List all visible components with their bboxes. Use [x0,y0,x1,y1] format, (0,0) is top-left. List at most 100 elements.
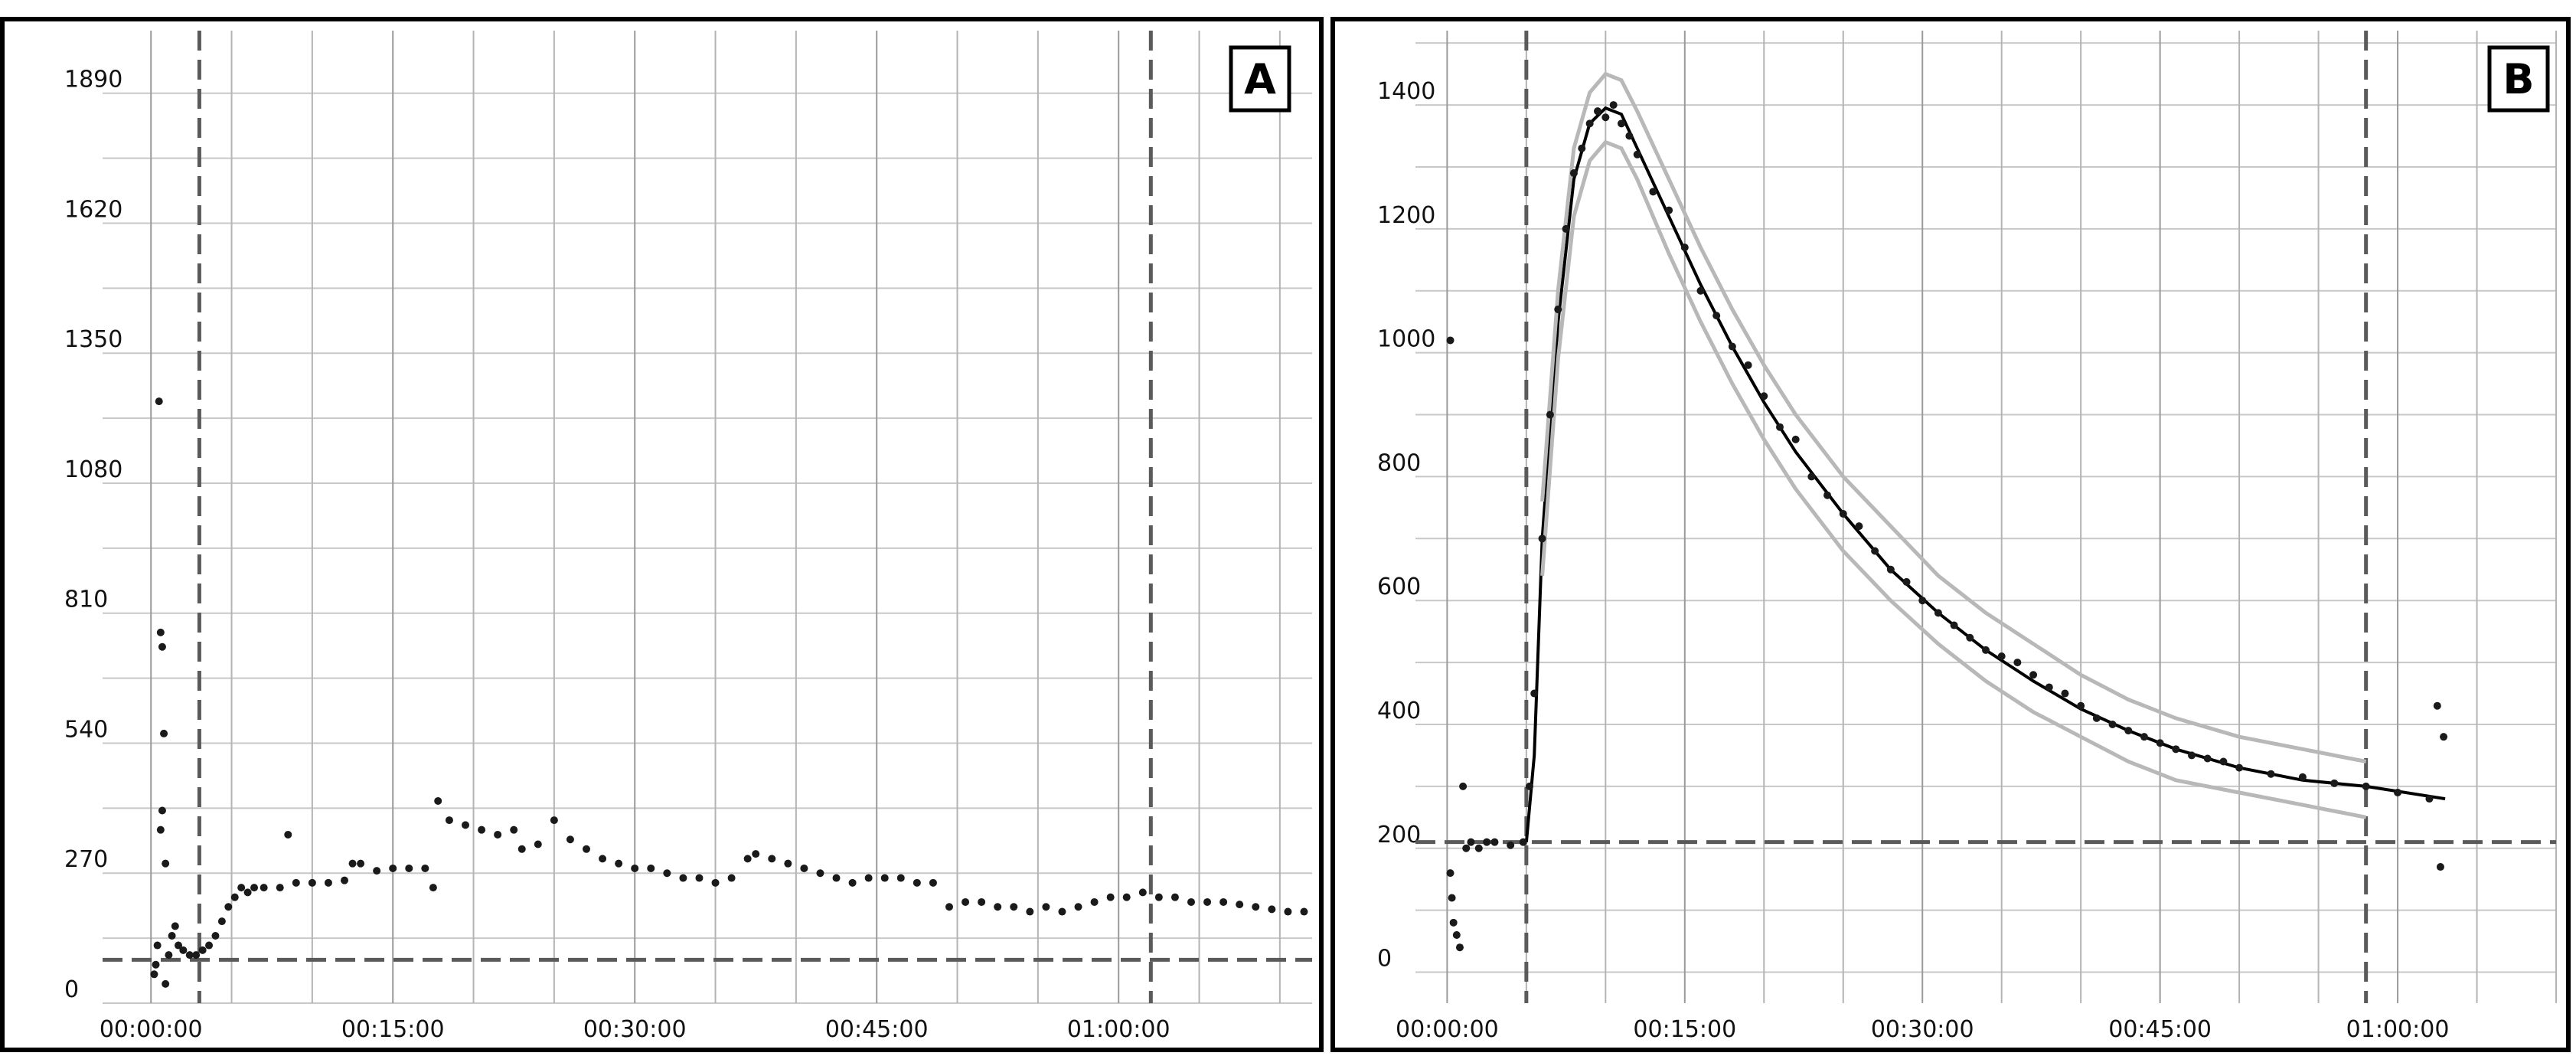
chart-a-point [160,729,168,737]
chart-a-point [1042,903,1050,911]
chart-b-point [2061,689,2069,698]
chart-b-point [1446,869,1455,878]
chart-a-point [478,826,486,834]
chart-a-point [679,874,687,882]
chart-a-y-tick: 1620 [64,196,122,223]
chart-a-point [224,903,233,911]
chart-a-point [1122,893,1131,901]
chart-b-point [1680,244,1689,252]
chart-b-point [1519,838,1527,846]
chart-b-point [1578,144,1586,152]
chart-a-point [880,874,889,882]
chart-b-point [1609,101,1618,110]
chart-a-point [800,864,808,872]
chart-b-point [1546,410,1554,419]
chart-a-point [929,878,937,887]
chart-a-point [205,941,214,950]
chart-a-point [308,878,316,887]
chart-a-point [405,864,413,872]
chart-b-point [1760,392,1768,400]
chart-a-point [1074,903,1082,911]
chart-b-y-tick: 600 [1377,574,1421,600]
chart-b-point [1855,522,1863,531]
chart-panel-a: 0 270 540 810 1080 1350 1620 1890 00:00:00 00:15:… [0,17,1324,1052]
chart-b-point [1530,689,1539,698]
chart-a-point [237,884,246,892]
chart-b-upper-band-line [1540,71,2367,763]
chart-b-point [2013,659,2022,667]
chart-a-point [534,840,542,848]
chart-b-label-box [2487,45,2550,113]
chart-a-point [727,874,736,882]
chart-a-point [162,979,170,988]
chart-b-point [2330,779,2339,787]
chart-a-point [1170,893,1179,901]
chart-a-point [1010,903,1018,911]
chart-a-point [896,874,905,882]
chart-b-point [2203,754,2212,763]
chart-b-point [1474,844,1483,852]
chart-a-point [175,941,183,950]
chart-b-point [2436,863,2444,871]
chart-b-point [1997,652,2006,661]
chart-a-point [348,859,357,868]
chart-a-point [230,893,239,901]
chart-a-point [389,864,397,872]
chart-b-point [2092,714,2101,722]
chart-a-point [768,855,776,863]
chart-a-y-tick: 270 [64,846,108,873]
chart-b-point [2188,751,2196,760]
chart-a-point [784,859,792,868]
chart-b-point [2219,757,2228,766]
chart-a-point [156,628,165,636]
chart-b-point [1601,113,1610,122]
chart-b-point [2267,770,2275,778]
chart-a-point [848,878,857,887]
chart-b-point [1538,535,1546,543]
chart-a-point [494,830,502,839]
chart-b-point [1448,894,1456,902]
chart-b-point [1593,107,1601,116]
chart-b-point [1886,565,1895,574]
chart-a-point [171,922,179,930]
chart-a-point [1090,897,1099,906]
chart-a-y-tick: 1080 [64,456,122,483]
chart-b-point [2029,671,2038,679]
chart-b-point [2172,745,2180,754]
chart-b-point [2077,701,2085,710]
chart-a-point [158,642,166,651]
chart-b-point [2425,795,2434,803]
chart-a-point [1219,897,1228,906]
chart-b-y-tick: 800 [1377,450,1421,476]
chart-a-point [198,946,207,954]
chart-b-point [1569,169,1578,178]
chart-a-point [462,821,469,829]
chart-a-point [583,845,590,853]
chart-a-point [243,888,252,897]
chart-b-y-tick: 400 [1377,698,1421,724]
chart-a-point [647,864,655,872]
chart-b-y-tick: 1000 [1377,326,1435,353]
chart-a-point [566,835,574,844]
chart-a-y-tick: 0 [64,976,79,1003]
chart-b-point [1871,547,1879,555]
chart-a-point [150,970,158,979]
chart-a-point [165,951,173,960]
chart-a-point [284,830,292,839]
chart-a-point [445,816,453,825]
chart-b-point [1462,844,1471,852]
chart-b-point [2362,782,2370,790]
chart-b-point [1839,509,1847,518]
chart-b-x-tick: 00:00:00 [1396,1016,1499,1043]
chart-a-point [1236,901,1244,909]
chart-a-point [711,878,720,887]
chart-a-point [357,859,365,868]
chart-b-point [1950,621,1958,629]
chart-b-point [2394,788,2402,796]
chart-b-point [1665,206,1673,214]
chart-a-y-tick: 540 [64,716,108,743]
chart-a-point [599,855,607,863]
chart-b-point [1490,838,1499,846]
chart-a-point [1026,907,1034,916]
chart-b-y-tick: 1200 [1377,202,1435,229]
